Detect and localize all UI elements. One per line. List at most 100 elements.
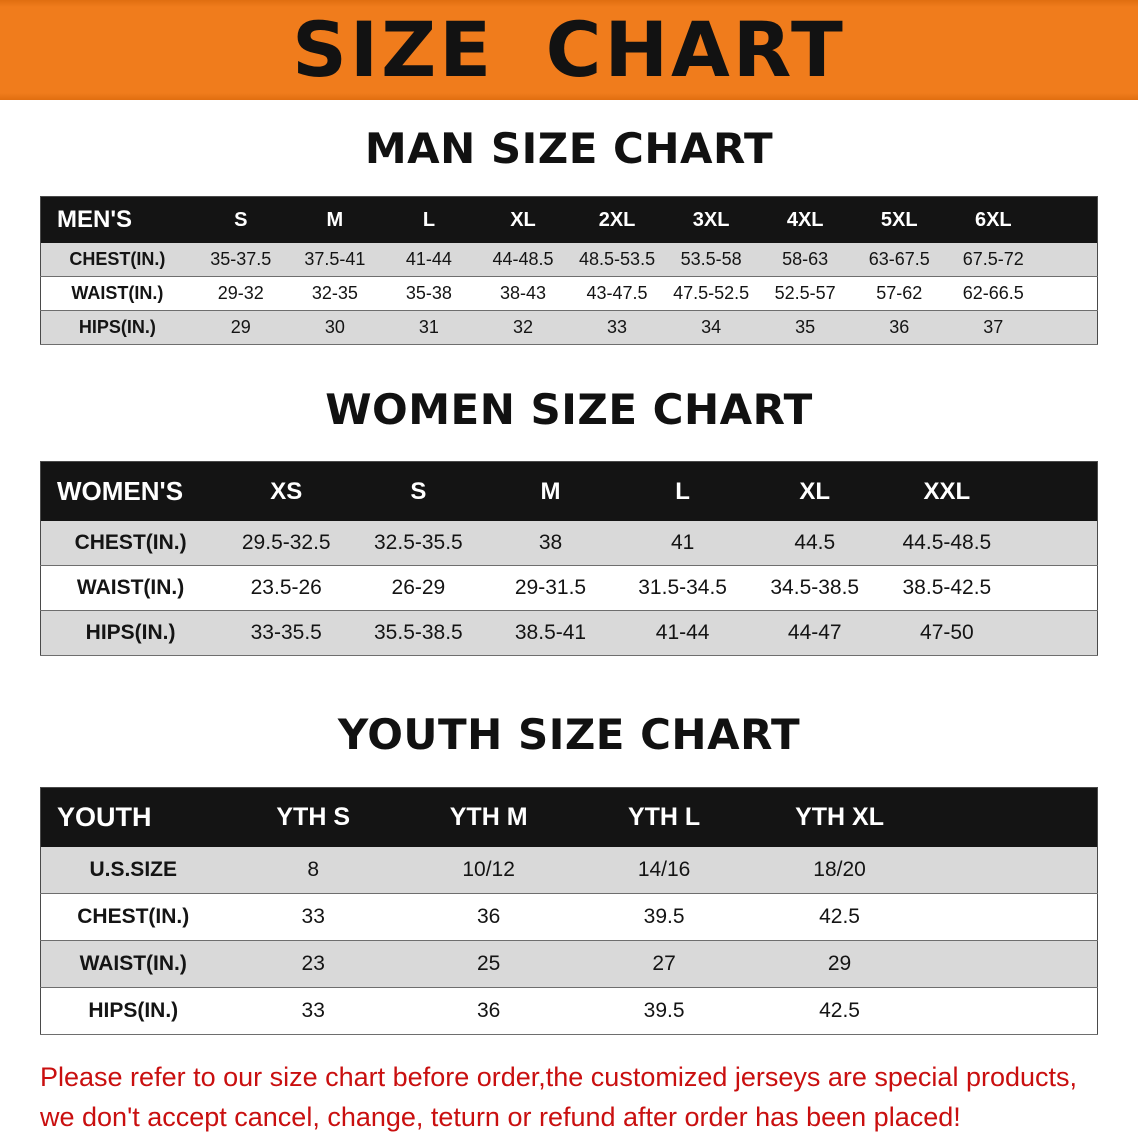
size-chart-banner: SIZE CHART	[0, 0, 1138, 100]
measurement-value: 58-63	[758, 243, 853, 278]
measurement-value: 33	[225, 893, 401, 941]
measurement-value: 27	[576, 940, 752, 988]
size-column-header: S	[193, 196, 288, 244]
youth-size-table: YOUTH YTH S YTH M YTH L YTH XL U.S.SIZE 8 10/1…	[40, 786, 1098, 1035]
measurement-value: 29.5-32.5	[220, 521, 353, 567]
row-spacer	[1040, 243, 1098, 278]
measurement-value: 52.5-57	[758, 276, 853, 312]
measurement-label: WAIST(IN.)	[40, 940, 226, 988]
measurement-value: 62-66.5	[946, 276, 1041, 312]
measurement-value: 37	[946, 310, 1041, 346]
measurement-row: CHEST(IN.) 29.5-32.5 32.5-35.5 38 41 44.5 44.5…	[40, 521, 1098, 567]
measurement-value: 44.5	[748, 521, 881, 567]
measurement-value: 48.5-53.5	[570, 243, 665, 278]
size-column-header: L	[616, 461, 749, 522]
measurement-row: CHEST(IN.) 35-37.5 37.5-41 41-44 44-48.5 48.5…	[40, 243, 1098, 278]
row-spacer	[1012, 610, 1098, 657]
measurement-row: WAIST(IN.) 23.5-26 26-29 29-31.5 31.5-34.5 34…	[40, 565, 1098, 612]
header-spacer	[1040, 196, 1098, 244]
size-table-header-row: MEN'S S M L XL 2XL 3XL 4XL 5XL 6XL	[40, 196, 1098, 244]
table-corner-label: YOUTH	[40, 787, 226, 847]
measurement-row: WAIST(IN.) 23 25 27 29	[40, 940, 1098, 988]
men-size-table: MEN'S S M L XL 2XL 3XL 4XL 5XL 6XL CHEST(IN.) 35-3…	[40, 196, 1098, 346]
measurement-row: U.S.SIZE 8 10/12 14/16 18/20	[40, 846, 1098, 894]
size-column-header: M	[287, 196, 382, 244]
measurement-value: 41	[616, 521, 749, 567]
measurement-value: 57-62	[852, 276, 947, 312]
measurement-value: 14/16	[576, 846, 752, 894]
size-column-header: M	[484, 461, 617, 522]
measurement-value: 18/20	[751, 846, 928, 894]
size-column-header: XL	[748, 461, 881, 522]
header-spacer	[927, 787, 1098, 847]
measurement-row: CHEST(IN.) 33 36 39.5 42.5	[40, 893, 1098, 941]
size-column-header: XS	[220, 461, 353, 522]
measurement-value: 33	[570, 310, 665, 346]
row-spacer	[1012, 565, 1098, 612]
size-column-header: XXL	[880, 461, 1013, 522]
size-column-header: 3XL	[664, 196, 759, 244]
measurement-value: 31	[381, 310, 476, 346]
header-spacer	[1012, 461, 1098, 522]
size-column-header: 6XL	[946, 196, 1041, 244]
footer-note-line-2: we don't accept cancel, change, teturn o…	[40, 1102, 961, 1133]
page-title: SIZE CHART	[292, 5, 846, 94]
size-column-header: XL	[475, 196, 571, 244]
footer-note-line-1: Please refer to our size chart before or…	[40, 1061, 1078, 1092]
measurement-value: 37.5-41	[287, 243, 382, 278]
measurement-row: HIPS(IN.) 33 36 39.5 42.5	[40, 987, 1098, 1035]
table-corner-label: WOMEN'S	[40, 461, 221, 522]
measurement-value: 43-47.5	[570, 276, 665, 312]
measurement-value: 67.5-72	[946, 243, 1041, 278]
measurement-label: WAIST(IN.)	[40, 565, 221, 612]
row-spacer	[1040, 276, 1098, 312]
youth-size-section: YOUTH SIZE CHART YOUTH YTH S YTH M YTH L YTH…	[0, 710, 1138, 1035]
measurement-value: 29-32	[193, 276, 288, 312]
measurement-value: 34	[664, 310, 759, 346]
measurement-value: 39.5	[576, 987, 752, 1035]
size-column-header: 5XL	[852, 196, 947, 244]
measurement-value: 35-37.5	[193, 243, 288, 278]
measurement-value: 33-35.5	[220, 610, 353, 657]
measurement-value: 8	[225, 846, 401, 894]
size-column-header: YTH M	[400, 787, 577, 847]
measurement-value: 63-67.5	[852, 243, 947, 278]
measurement-value: 31.5-34.5	[616, 565, 749, 612]
measurement-value: 33	[225, 987, 401, 1035]
row-spacer	[927, 893, 1098, 941]
size-column-header: YTH XL	[751, 787, 928, 847]
measurement-label: CHEST(IN.)	[40, 243, 194, 278]
measurement-value: 47.5-52.5	[664, 276, 759, 312]
measurement-value: 39.5	[576, 893, 752, 941]
row-spacer	[1012, 521, 1098, 567]
measurement-label: U.S.SIZE	[40, 846, 226, 894]
men-section-heading: MAN SIZE CHART	[364, 124, 774, 173]
measurement-label: HIPS(IN.)	[40, 987, 226, 1035]
measurement-value: 42.5	[751, 987, 928, 1035]
size-column-header: 2XL	[570, 196, 665, 244]
size-column-header: L	[381, 196, 476, 244]
measurement-value: 26-29	[352, 565, 485, 612]
measurement-row: WAIST(IN.) 29-32 32-35 35-38 38-43 43-47.5 47.…	[40, 276, 1098, 312]
size-table-header-row: YOUTH YTH S YTH M YTH L YTH XL	[40, 787, 1098, 847]
size-column-header: YTH L	[576, 787, 752, 847]
size-column-header: S	[352, 461, 485, 522]
measurement-value: 38	[484, 521, 617, 567]
youth-section-heading: YOUTH SIZE CHART	[337, 710, 801, 760]
measurement-value: 30	[287, 310, 382, 346]
measurement-value: 53.5-58	[664, 243, 759, 278]
measurement-value: 36	[400, 893, 577, 941]
measurement-value: 41-44	[381, 243, 476, 278]
size-table-header-row: WOMEN'S XS S M L XL XXL	[40, 461, 1098, 522]
measurement-value: 29-31.5	[484, 565, 617, 612]
measurement-row: HIPS(IN.) 33-35.5 35.5-38.5 38.5-41 41-44 44-…	[40, 610, 1098, 657]
women-section-heading: WOMEN SIZE CHART	[325, 385, 813, 435]
measurement-value: 44.5-48.5	[880, 521, 1013, 567]
measurement-label: CHEST(IN.)	[40, 521, 221, 567]
measurement-value: 29	[193, 310, 288, 346]
measurement-value: 35	[758, 310, 853, 346]
measurement-value: 35-38	[381, 276, 476, 312]
measurement-value: 44-47	[748, 610, 881, 657]
measurement-label: HIPS(IN.)	[40, 310, 194, 346]
measurement-value: 38-43	[475, 276, 571, 312]
